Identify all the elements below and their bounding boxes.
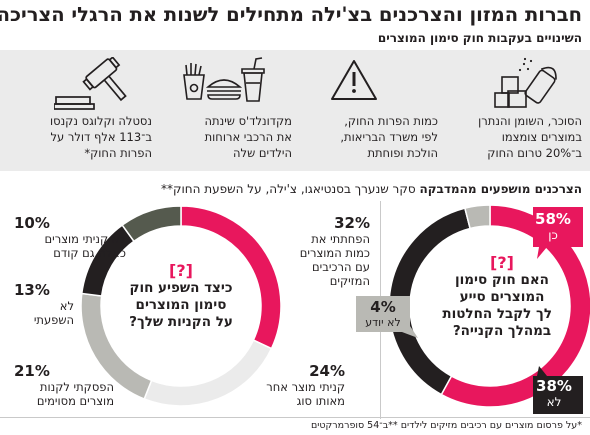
donut-slice-switched [143, 339, 273, 407]
no-bubble [533, 366, 583, 414]
impact-pct-never: 10% [14, 214, 50, 232]
decision-question-line: במהלך הקנייה? [452, 323, 552, 339]
decision-donut-chart [388, 204, 590, 408]
impact-qmark: [?] [169, 261, 193, 280]
dunno-bubble [356, 296, 418, 338]
page-subtitle: השינויים בעקבות חוק סימון המוצרים [377, 31, 582, 45]
survey-heading-rest: סקר שנערך בסנטיאגו, צ'ילה, על השפעת החוק… [160, 182, 416, 196]
impact-pct-reduced: 32% [334, 214, 370, 232]
changes-band [0, 50, 590, 171]
no-pct: 38% [536, 377, 572, 395]
impact-pct-switched: 24% [309, 362, 345, 380]
footer-rule [0, 417, 590, 418]
salt-sugar-icon [494, 57, 557, 108]
impact-pct-unaffected: 13% [14, 281, 50, 299]
yes-bubble [533, 207, 583, 259]
dunno-text: לא יודע [365, 316, 401, 329]
impact-label-reduced: 32% הפחתתי את כמות המוצרים עם הרכיבים המזיק… [299, 214, 370, 288]
decision-question-line: האם חוק סימון [455, 272, 549, 288]
page-title: חברות המזון והצרכנים בצ'ילה מתחילים לשנו… [0, 3, 582, 26]
no-text: לא [546, 395, 562, 409]
decision-question: [?] האם חוק סימון המוצרים סייע לך לקבל ה… [442, 253, 552, 340]
warning-icon [331, 60, 377, 100]
dunno-label: 4% לא יודע [358, 298, 408, 329]
decision-question-line: לך לקבל החלטות [442, 306, 552, 322]
donut-slice-dunno [463, 204, 491, 230]
impact-label-stopped: 21% הפסקתי לקנות מוצרים מסוימים [14, 362, 114, 408]
change-item-violations: כמות הפרות החוק, לפי משרד הבריאות, הולכת ו… [288, 57, 438, 167]
decision-donut-slices [388, 204, 590, 408]
change-text-mcdonalds: מקדונלד'ס שינתה את הרכבי ארוחות הילדים שלה [204, 114, 292, 160]
impact-donut-slices [80, 205, 282, 407]
change-text-sugar: הסוכר, השומן והנתרן במוצרים צומצמו ב־20% ט… [478, 114, 582, 160]
yes-label: 58% כן [527, 210, 579, 242]
no-label: 38% לא [527, 377, 581, 409]
impact-label-unaffected: 13% לא השפעתי [14, 281, 74, 327]
yes-text: כן [548, 228, 558, 242]
fast-food-icon [183, 57, 265, 102]
decision-qmark: [?] [490, 253, 514, 272]
decision-question-line: המוצרים סייע [459, 289, 545, 305]
impact-question-line: כיצד השפיע חוק [129, 280, 233, 296]
footnote: *על פרסום מוצרים עם רכיבים מזיקים לילדים… [310, 420, 582, 431]
change-item-sugar: הסוכר, השומן והנתרן במוצרים צומצמו ב־20% ט… [432, 57, 582, 167]
survey-heading: הצרכנים מושפעים מהמדבקה סקר שנערך בסנטיא… [161, 181, 582, 197]
impact-donut-chart [80, 205, 282, 407]
impact-pct-stopped: 21% [14, 362, 50, 380]
change-text-violations: כמות הפרות החוק, לפי משרד הבריאות, הולכת ו… [340, 114, 438, 160]
yes-pct: 58% [535, 210, 571, 228]
dunno-pct: 4% [370, 298, 396, 316]
survey-heading-bold: הצרכנים מושפעים מהמדבקה [419, 182, 582, 196]
impact-question-line: סימון המוצרים [135, 297, 227, 313]
change-item-fines: נסטלה וקלוגס נקנסו ב־113 אלף דולר על הפרות… [2, 57, 152, 167]
donut-slice-never [121, 205, 182, 243]
impact-question: [?] כיצד השפיע חוק סימון המוצרים על הקני… [126, 262, 236, 331]
impact-label-never: 10% לא קניתי מוצרים כאלה גם קודם [14, 214, 126, 260]
change-item-mcdonalds: מקדונלד'ס שינתה את הרכבי ארוחות הילדים שלה [142, 57, 292, 167]
impact-question-line: על הקניות שלך? [129, 314, 233, 330]
gavel-icon [54, 57, 127, 110]
change-text-fines: נסטלה וקלוגס נקנסו ב־113 אלף דולר על הפרות… [49, 114, 152, 160]
impact-label-switched: 24% קניתי מוצר אחר מאותו סוג [266, 362, 345, 408]
